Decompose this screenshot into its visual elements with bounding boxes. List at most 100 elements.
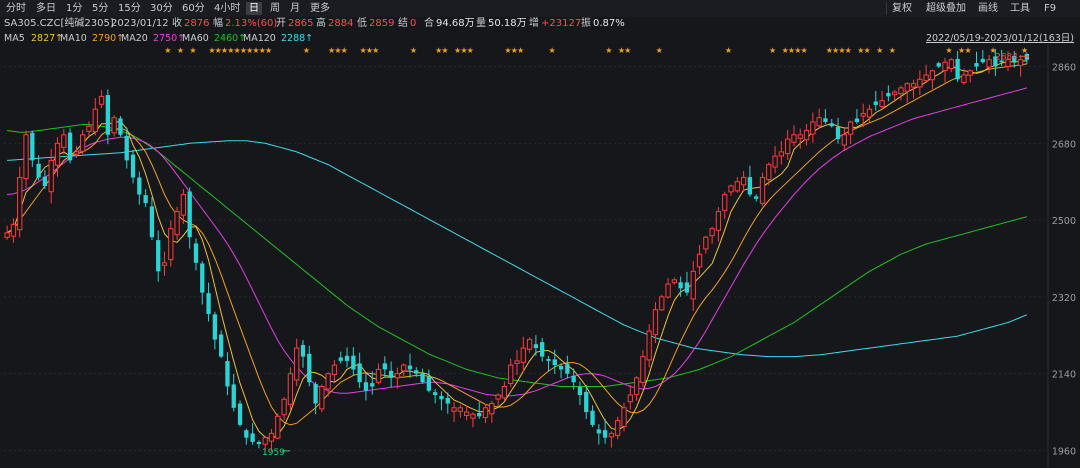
candle-4 xyxy=(30,130,35,167)
candle-body xyxy=(508,364,514,385)
candle-body xyxy=(785,138,791,155)
period-tab-60min[interactable]: 60分 xyxy=(182,3,205,14)
candle-96 xyxy=(608,431,615,448)
candle-body xyxy=(740,176,747,186)
candle-109 xyxy=(690,261,696,311)
date-range[interactable]: 2022/05/19-2023/01/12(163日) xyxy=(926,33,1074,44)
signal-star-35: ★ xyxy=(769,46,776,55)
period-tab-intraday[interactable]: 分时 xyxy=(6,3,26,14)
signal-star-15: ★ xyxy=(334,46,341,55)
candle-body xyxy=(250,433,255,442)
candle-87 xyxy=(552,349,557,374)
candle-13 xyxy=(86,121,92,137)
ma60-value: 2460↑ xyxy=(214,33,247,44)
candle-body xyxy=(615,420,621,436)
adjust-button[interactable]: 复权 xyxy=(892,3,912,14)
candle-34 xyxy=(219,330,224,359)
candle-body xyxy=(1024,53,1029,60)
turnover-label: 合 xyxy=(424,18,434,29)
signal-star-30: ★ xyxy=(605,46,612,55)
candle-77 xyxy=(489,400,495,423)
ma5-value: 2827↑ xyxy=(31,33,64,44)
period-tab-30min[interactable]: 30分 xyxy=(150,3,173,14)
period-tab-multiday[interactable]: 多日 xyxy=(36,3,56,14)
ma120-line xyxy=(7,140,1028,358)
candle-body xyxy=(778,151,785,157)
candle-80 xyxy=(508,358,514,388)
close-value: 2876 xyxy=(184,18,210,29)
y-axis: 1960 2140 2320 2500 2680 2860 xyxy=(1052,63,1076,458)
candle-32 xyxy=(206,282,211,322)
period-tab-4hour[interactable]: 4小时 xyxy=(214,3,241,14)
toolbar: 分时 多日 1分 5分 15分 30分 60分 4小时 日 周 月 更多 复权 … xyxy=(0,0,1080,17)
signal-star-20: ★ xyxy=(410,46,417,55)
candle-132 xyxy=(835,117,841,144)
candle-body xyxy=(734,181,740,192)
signal-star-13: ★ xyxy=(303,46,310,55)
candle-body xyxy=(54,142,61,166)
candle-82 xyxy=(520,336,526,373)
candle-59 xyxy=(375,363,382,385)
candle-68 xyxy=(433,388,438,404)
candle-40 xyxy=(256,440,262,449)
period-tab-1min[interactable]: 1分 xyxy=(66,3,83,14)
period-tab-day[interactable]: 日 xyxy=(246,2,262,15)
candle-135 xyxy=(854,109,860,125)
period-tab-week[interactable]: 周 xyxy=(270,3,280,14)
candle-98 xyxy=(621,402,627,432)
candle-152 xyxy=(961,68,967,85)
candle-body xyxy=(942,61,948,72)
period-tab-15min[interactable]: 15分 xyxy=(118,3,141,14)
overlay-button[interactable]: 超级叠加 xyxy=(926,3,966,14)
candle-body xyxy=(584,391,589,413)
candle-138 xyxy=(873,90,878,111)
signal-star-1: ★ xyxy=(177,46,184,55)
signal-star-48: ★ xyxy=(945,46,952,55)
candle-42 xyxy=(268,428,275,451)
candles xyxy=(4,48,1029,451)
tools-button[interactable]: 工具 xyxy=(1010,3,1030,14)
candle-body xyxy=(111,117,117,134)
candle-body xyxy=(772,155,778,168)
candlestick-chart[interactable]: ★ ★ ★ ★ ★ ★ ★ ★ ★ ★ ★ ★ ★ ★ ★ ★ ★ ★ ★ ★ ★ ★ ★ ★ ★ ★ ★ ★ ★ ★ ★ ★ ★ ★ ★ ★ ★ ★ ★ ★… xyxy=(0,44,1080,468)
period-tab-more[interactable]: 更多 xyxy=(310,3,330,14)
candle-25 xyxy=(161,251,168,276)
candle-161 xyxy=(1017,55,1024,77)
signal-star-43: ★ xyxy=(845,46,852,55)
open-value: 2865 xyxy=(288,18,314,29)
period-tab-month[interactable]: 月 xyxy=(290,3,300,14)
candle-106 xyxy=(671,277,678,285)
candle-151 xyxy=(955,51,960,82)
signal-star-27: ★ xyxy=(511,46,518,55)
candle-body xyxy=(67,132,73,161)
candle-body xyxy=(17,176,23,231)
candle-86 xyxy=(546,355,551,372)
candle-147 xyxy=(929,69,936,89)
candle-body xyxy=(200,263,205,293)
candle-131 xyxy=(829,118,834,128)
signal-star-32: ★ xyxy=(624,46,631,55)
candle-body xyxy=(803,130,810,141)
candle-body xyxy=(42,176,48,186)
candle-body xyxy=(886,92,891,97)
candle-body xyxy=(816,117,822,127)
draw-line-button[interactable]: 画线 xyxy=(978,3,998,14)
candle-123 xyxy=(778,141,785,165)
oi-change-label: 增 xyxy=(529,18,539,29)
candle-18 xyxy=(118,116,123,137)
candle-body xyxy=(370,383,375,387)
period-tab-5min[interactable]: 5分 xyxy=(92,3,109,14)
candle-body xyxy=(546,358,551,361)
signal-star-52: ★ xyxy=(1021,46,1028,55)
candle-body xyxy=(439,395,444,400)
candle-64 xyxy=(407,353,413,378)
f9-button[interactable]: F9 xyxy=(1044,3,1057,14)
grid-lines xyxy=(4,44,1049,468)
candle-155 xyxy=(980,50,985,64)
candle-105 xyxy=(665,277,671,299)
amplitude-label: 振 xyxy=(581,18,591,29)
candle-body xyxy=(351,355,356,370)
candle-body xyxy=(407,365,413,370)
candle-100 xyxy=(633,376,640,401)
candle-body xyxy=(118,118,123,135)
